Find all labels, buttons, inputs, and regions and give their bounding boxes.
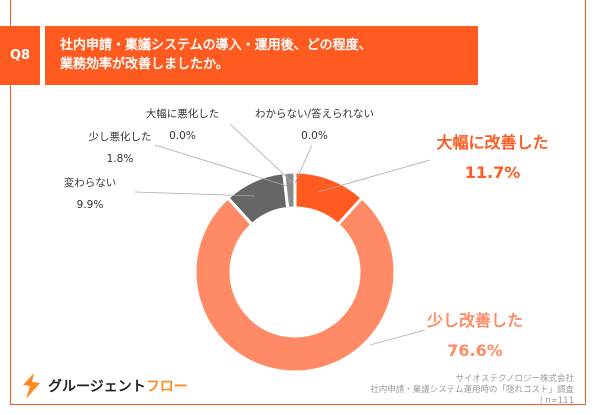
slice-label-2: 変わらない 9.9% <box>63 177 117 211</box>
lightning-logo-icon <box>23 373 40 399</box>
slice-label-4: 大幅に悪化した 0.0% <box>145 108 220 142</box>
brand-logo: グルージェントフロー <box>20 372 188 400</box>
slice-label-5: わからない/答えられない 0.0% <box>254 108 375 142</box>
question-number: Q8 <box>0 26 40 85</box>
leader-line-2 <box>134 191 256 197</box>
slice-label-1: 少し改善した 76.6% <box>426 311 523 360</box>
source-company: サイオステクノロジー株式会社 <box>455 374 575 384</box>
logo-text-accent: フロー <box>145 379 188 395</box>
slice-label-0: 大幅に改善した 11.7% <box>436 133 549 182</box>
donut-slice-1 <box>193 195 397 374</box>
leader-line-5 <box>294 144 313 184</box>
leader-line-0 <box>317 159 431 193</box>
slice-label-3: 少し悪化した 1.8% <box>88 131 152 165</box>
card-frame <box>10 0 586 405</box>
donut-slice-3 <box>282 170 297 211</box>
leader-line-1 <box>369 329 426 346</box>
question-title: 社内申請・稟議システムの導入・運用後、どの程度、 業務効率が改善しましたか。 <box>45 26 478 85</box>
source-survey: 社内申請・稟議システム運用時の「隠れコスト」調査 <box>370 385 574 395</box>
sample-size: | n=111 <box>539 396 574 406</box>
leader-line-4 <box>229 123 294 184</box>
leader-line-3 <box>154 144 288 187</box>
source-note: サイオステクノロジー株式会社 社内申請・稟議システム運用時の「隠れコスト」調査 … <box>370 374 574 407</box>
logo-text-main: グルージェント <box>48 379 146 395</box>
